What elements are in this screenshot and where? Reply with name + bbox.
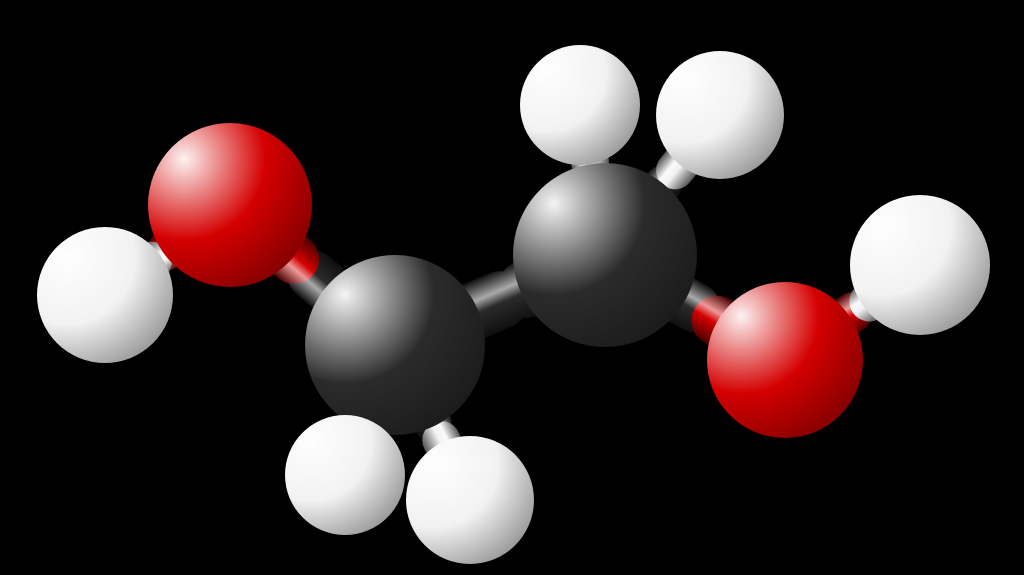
atom-H_C2a bbox=[520, 45, 640, 165]
atom-H_C1a bbox=[285, 415, 405, 535]
atom-O1 bbox=[148, 123, 312, 287]
atom-C1 bbox=[305, 255, 485, 435]
atom-H_C2b bbox=[656, 51, 784, 179]
molecule-stage bbox=[0, 0, 1024, 575]
atom-H_C1b bbox=[406, 436, 534, 564]
atom-O2 bbox=[707, 282, 863, 438]
atom-H_O1 bbox=[37, 227, 173, 363]
atom-C2 bbox=[513, 163, 697, 347]
atom-H_O2 bbox=[850, 195, 990, 335]
